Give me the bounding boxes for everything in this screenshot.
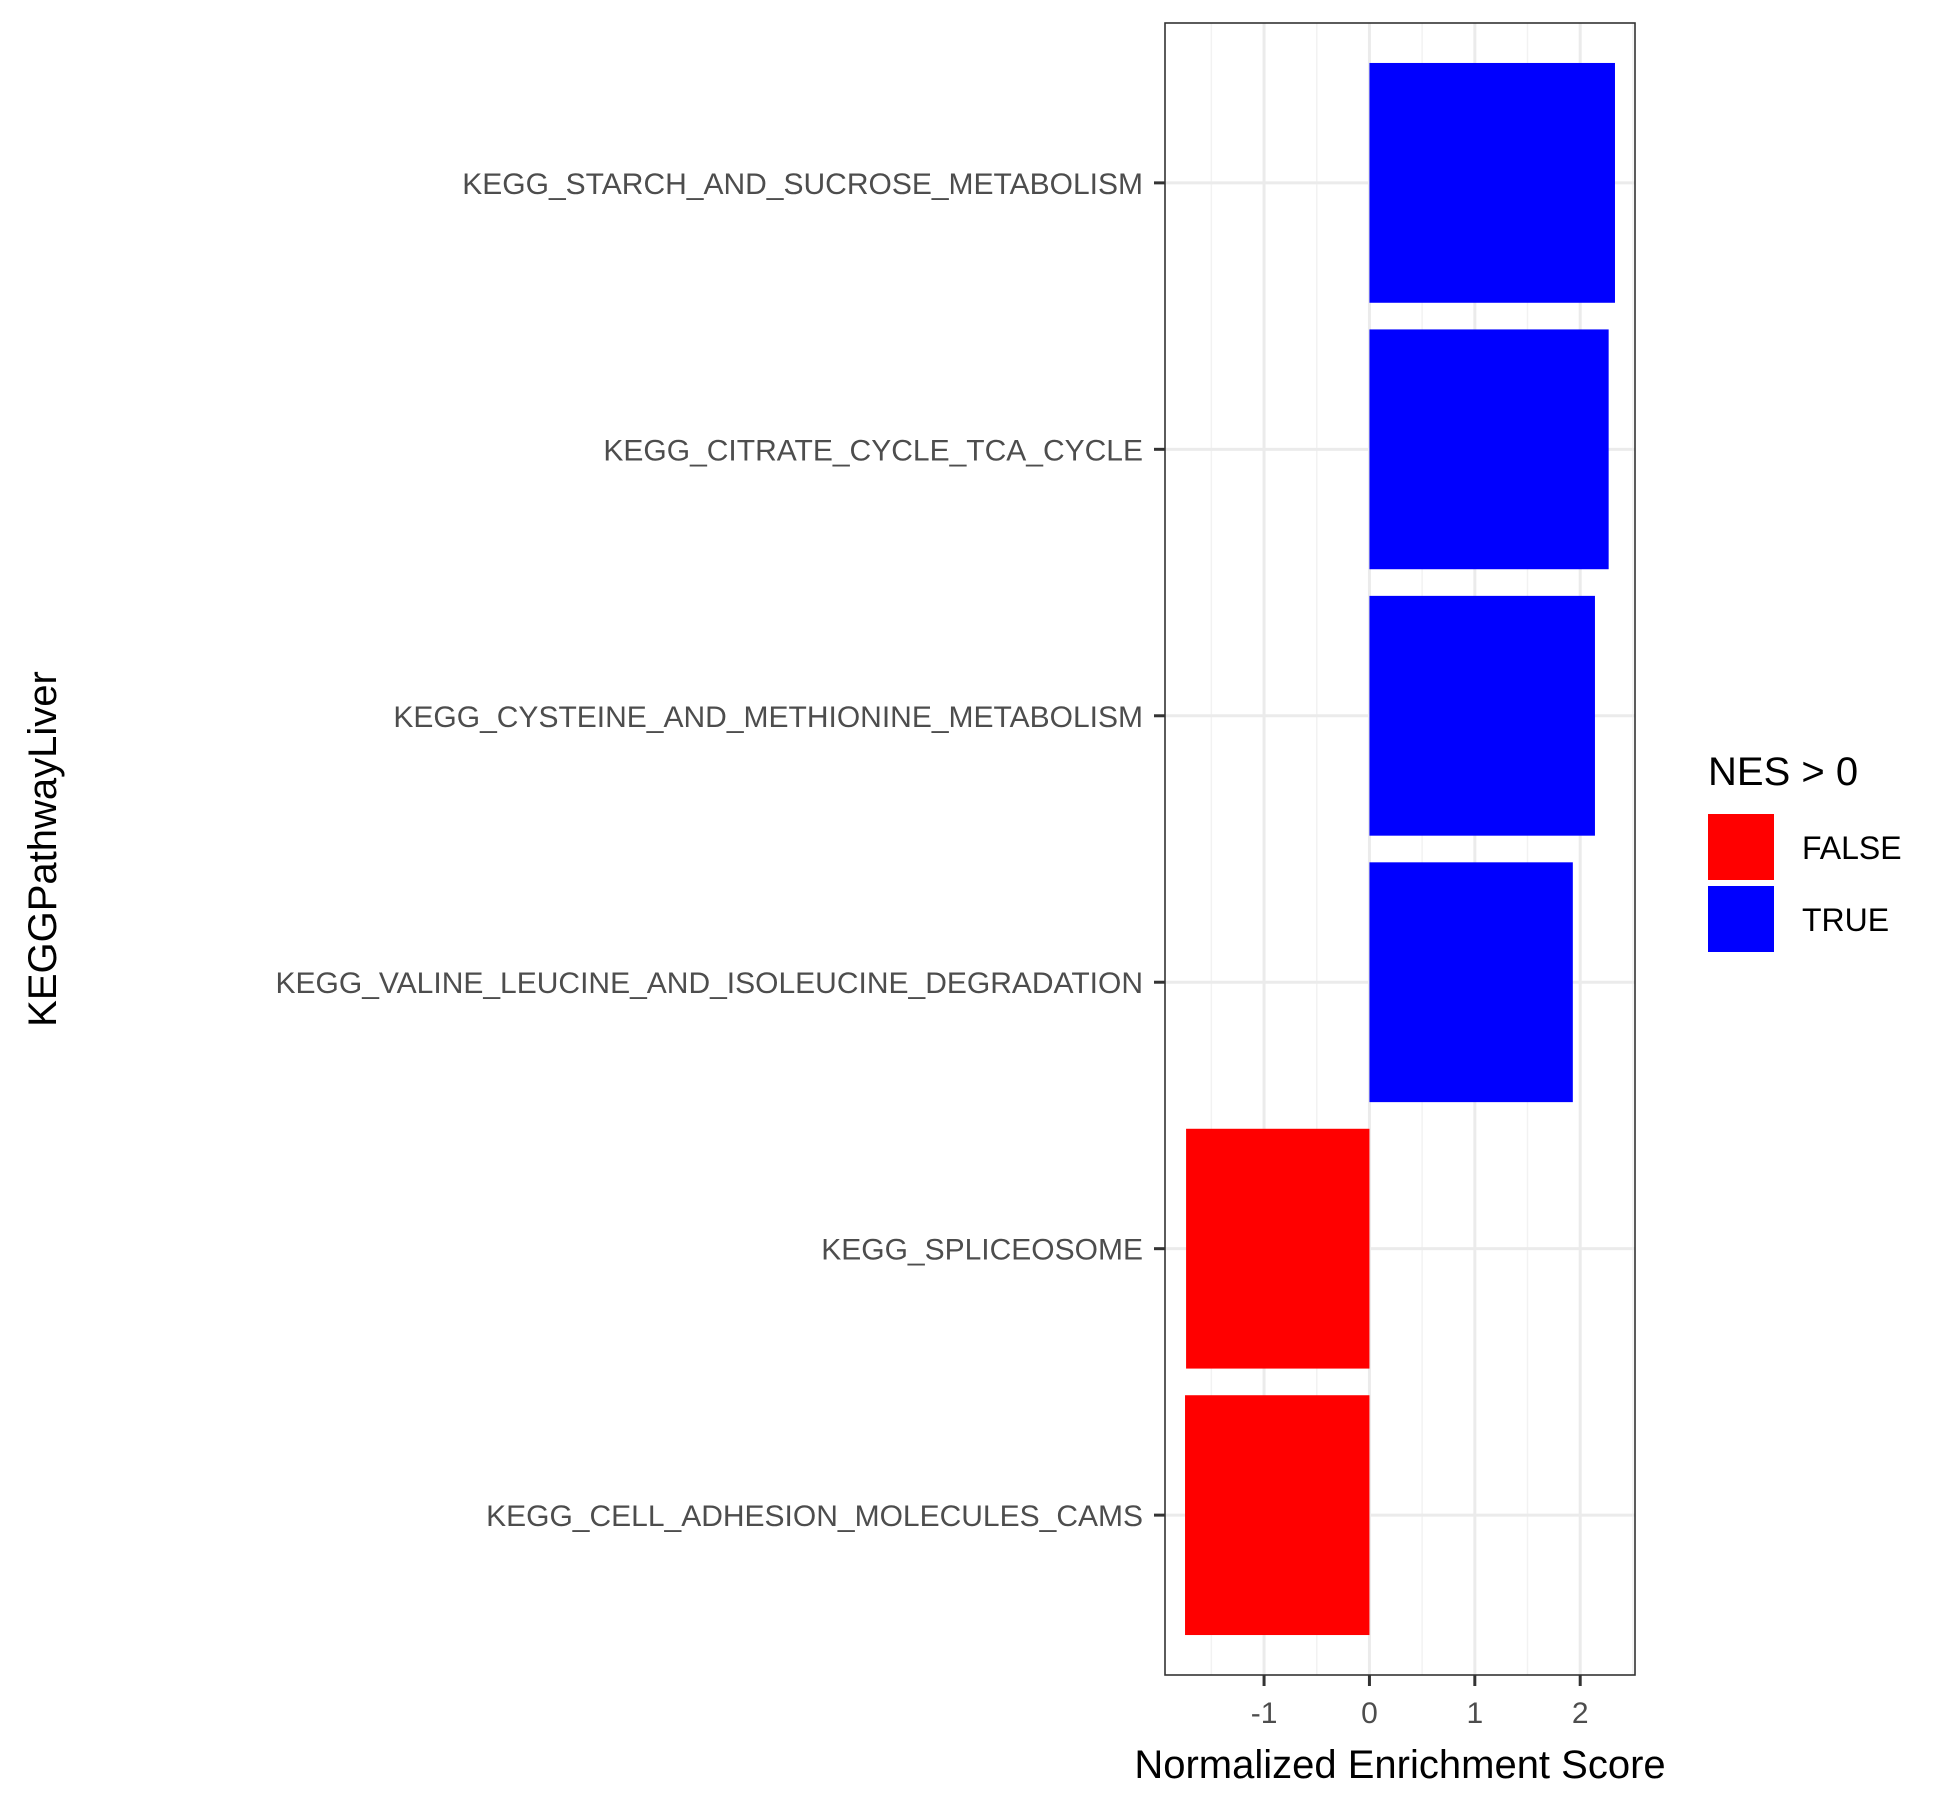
bar (1369, 862, 1573, 1103)
y-axis-title: KEGGPathwayLiver (21, 671, 65, 1027)
y-tick-label: KEGG_STARCH_AND_SUCROSE_METABOLISM (462, 168, 1143, 201)
x-axis: -1 0 1 2 (1251, 1675, 1589, 1730)
y-tick-label: KEGG_VALINE_LEUCINE_AND_ISOLEUCINE_DEGRA… (276, 967, 1143, 1000)
legend-title: NES > 0 (1708, 750, 1858, 794)
y-tick-label: KEGG_CYSTEINE_AND_METHIONINE_METABOLISM (393, 701, 1143, 734)
legend-label-false: FALSE (1802, 830, 1902, 866)
bar (1369, 62, 1615, 303)
legend-key-true (1708, 886, 1774, 952)
bars (1185, 62, 1615, 1636)
y-tick-label: KEGG_SPLICEOSOME (821, 1234, 1143, 1267)
bar (1369, 329, 1609, 570)
x-tick-label: 1 (1466, 1697, 1483, 1730)
legend-key-false (1708, 814, 1774, 880)
bar (1186, 1128, 1370, 1369)
x-tick-label: 2 (1572, 1697, 1589, 1730)
bar (1369, 595, 1595, 836)
y-tick-label: KEGG_CITRATE_CYCLE_TCA_CYCLE (603, 434, 1143, 467)
y-tick-label: KEGG_CELL_ADHESION_MOLECULES_CAMS (486, 1500, 1143, 1533)
legend: NES > 0 FALSE TRUE (1708, 750, 1902, 952)
x-tick-label: -1 (1251, 1697, 1278, 1730)
x-tick-label: 0 (1361, 1697, 1378, 1730)
x-axis-title: Normalized Enrichment Score (1134, 1743, 1665, 1787)
y-axis: KEGG_STARCH_AND_SUCROSE_METABOLISM KEGG_C… (276, 168, 1165, 1533)
bar (1185, 1395, 1370, 1636)
plot-panel-border (1164, 22, 1636, 1676)
legend-label-true: TRUE (1802, 902, 1889, 938)
